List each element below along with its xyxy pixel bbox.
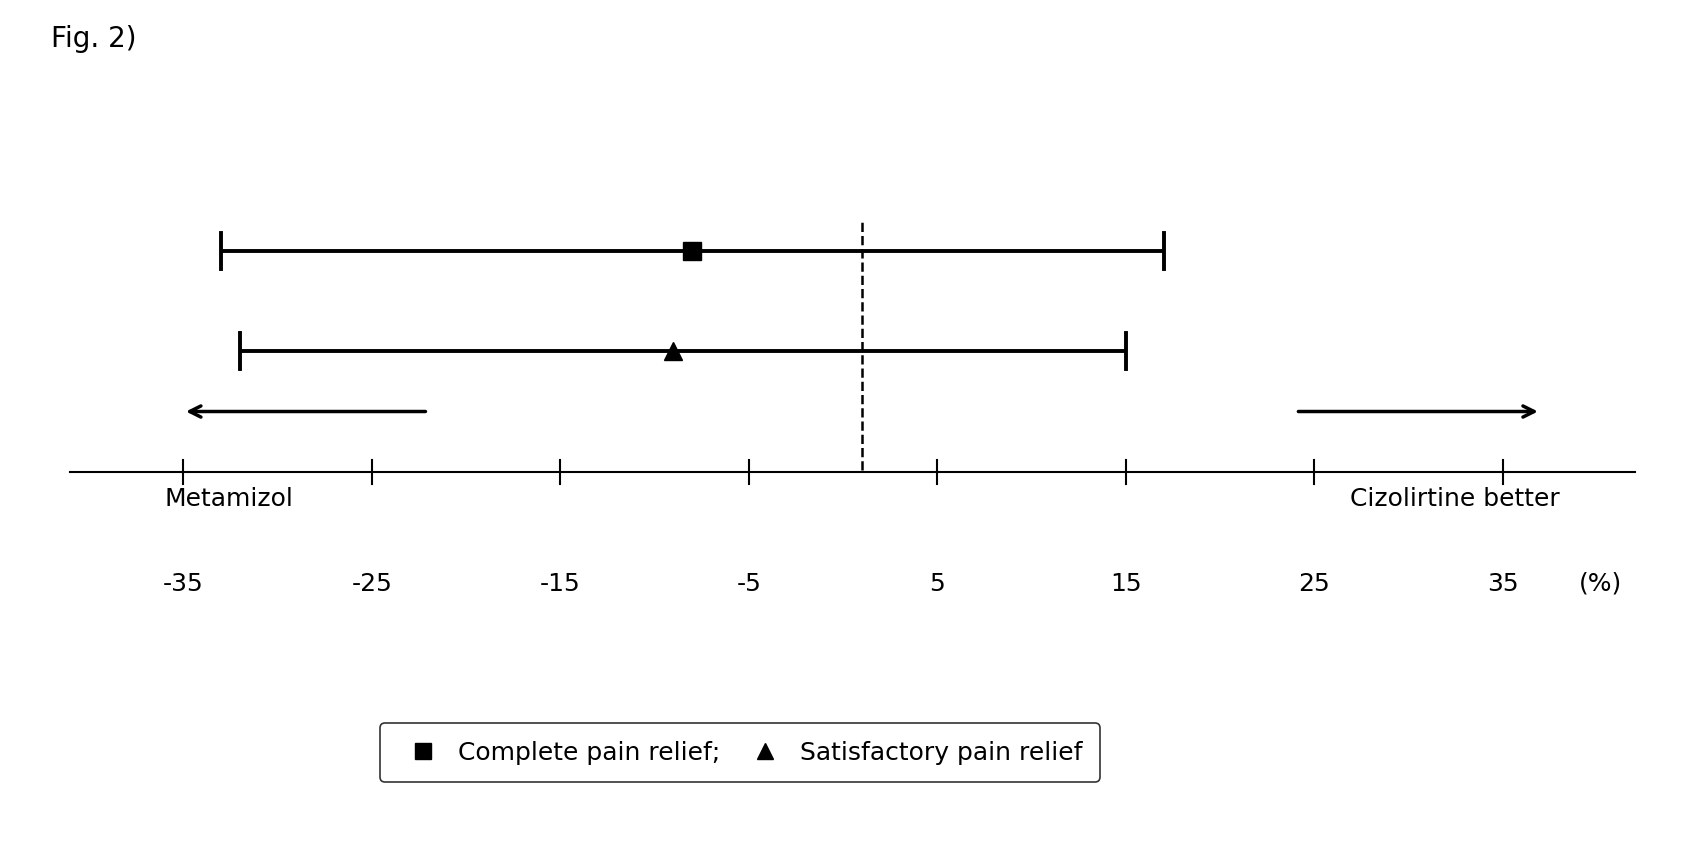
Text: -15: -15	[540, 571, 581, 596]
Text: Cizolirtine better: Cizolirtine better	[1350, 486, 1560, 511]
Text: 25: 25	[1299, 571, 1330, 596]
Text: -35: -35	[162, 571, 203, 596]
Text: Metamizol: Metamizol	[164, 486, 293, 511]
Text: Fig. 2): Fig. 2)	[51, 25, 136, 53]
Text: 5: 5	[929, 571, 945, 596]
Legend: Complete pain relief;, Satisfactory pain relief: Complete pain relief;, Satisfactory pain…	[380, 723, 1100, 782]
Text: -5: -5	[737, 571, 760, 596]
Text: -25: -25	[351, 571, 392, 596]
Text: (%): (%)	[1579, 571, 1621, 596]
Text: 35: 35	[1487, 571, 1519, 596]
Text: 15: 15	[1110, 571, 1142, 596]
